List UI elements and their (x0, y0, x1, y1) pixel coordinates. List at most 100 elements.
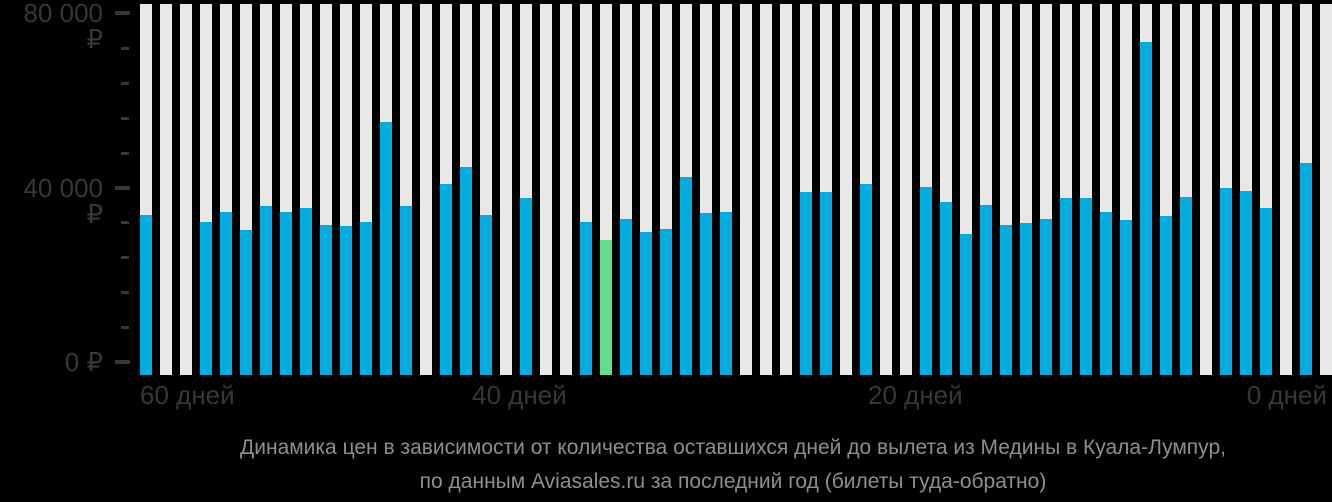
bar-day-14[interactable] (1040, 4, 1052, 375)
bar-day-18[interactable] (960, 4, 972, 375)
bar-background (900, 4, 912, 375)
bar-day-25[interactable] (820, 4, 832, 375)
bar-background (180, 4, 192, 375)
plot-area (134, 4, 1332, 375)
bar-value[interactable] (680, 177, 692, 375)
bar-day-44[interactable] (440, 4, 452, 375)
bar-value-min-price[interactable] (600, 240, 612, 375)
bar-value[interactable] (1160, 216, 1172, 375)
bar-day-36[interactable] (600, 4, 612, 375)
bar-value[interactable] (400, 206, 412, 375)
bar-value[interactable] (320, 225, 332, 375)
bar-value[interactable] (960, 234, 972, 375)
bar-value[interactable] (1180, 197, 1192, 375)
bar-day-3[interactable] (1260, 4, 1272, 375)
bar-day-11[interactable] (1100, 4, 1112, 375)
bar-day-1[interactable] (1300, 4, 1312, 375)
bar-value[interactable] (220, 212, 232, 375)
bar-background (560, 4, 572, 375)
bar-day-52[interactable] (280, 4, 292, 375)
bar-day-35[interactable] (620, 4, 632, 375)
bar-day-56[interactable] (200, 4, 212, 375)
bar-value[interactable] (1020, 223, 1032, 375)
bar-day-31[interactable] (700, 4, 712, 375)
bar-day-20[interactable] (920, 4, 932, 375)
bar-day-7[interactable] (1180, 4, 1192, 375)
bar-value[interactable] (1260, 208, 1272, 375)
bar-value[interactable] (340, 226, 352, 375)
bar-value[interactable] (1300, 163, 1312, 375)
bar-day-13[interactable] (1060, 4, 1072, 375)
bar-day-54[interactable] (240, 4, 252, 375)
bar-value[interactable] (1080, 198, 1092, 375)
bar-day-42[interactable] (480, 4, 492, 375)
bar-value[interactable] (1060, 198, 1072, 375)
bar-value[interactable] (980, 205, 992, 375)
bar-value[interactable] (1140, 42, 1152, 375)
bar-value[interactable] (240, 230, 252, 375)
bar-day-19[interactable] (940, 4, 952, 375)
bar-day-48[interactable] (360, 4, 372, 375)
bar-value[interactable] (200, 222, 212, 375)
bar-day-53[interactable] (260, 4, 272, 375)
bar-day-24 (840, 4, 852, 375)
bar-day-5[interactable] (1220, 4, 1232, 375)
bar-day-12[interactable] (1080, 4, 1092, 375)
bar-value[interactable] (1040, 219, 1052, 375)
bar-day-23[interactable] (860, 4, 872, 375)
bar-value[interactable] (920, 187, 932, 375)
bar-day-4[interactable] (1240, 4, 1252, 375)
bar-value[interactable] (380, 122, 392, 375)
bar-value[interactable] (280, 212, 292, 375)
bar-day-17[interactable] (980, 4, 992, 375)
bar-day-8[interactable] (1160, 4, 1172, 375)
bar-day-46[interactable] (400, 4, 412, 375)
bar-day-49[interactable] (340, 4, 352, 375)
bar-value[interactable] (1100, 212, 1112, 375)
bar-day-59[interactable] (140, 4, 152, 375)
bar-day-50[interactable] (320, 4, 332, 375)
bar-value[interactable] (480, 215, 492, 375)
bar-background (500, 4, 512, 375)
bar-value[interactable] (520, 198, 532, 375)
bar-value[interactable] (440, 184, 452, 375)
bar-value[interactable] (640, 232, 652, 375)
bar-day-37[interactable] (580, 4, 592, 375)
bar-day-10[interactable] (1120, 4, 1132, 375)
bar-background (420, 4, 432, 375)
bar-value[interactable] (620, 219, 632, 375)
bar-value[interactable] (1240, 191, 1252, 375)
bar-value[interactable] (260, 206, 272, 375)
bar-value[interactable] (1120, 220, 1132, 375)
bar-day-15[interactable] (1020, 4, 1032, 375)
bar-value[interactable] (820, 192, 832, 375)
bar-value[interactable] (300, 208, 312, 375)
bar-value[interactable] (800, 192, 812, 375)
bar-value[interactable] (580, 222, 592, 375)
bar-value[interactable] (860, 184, 872, 375)
bar-day-16[interactable] (1000, 4, 1012, 375)
bar-day-47[interactable] (380, 4, 392, 375)
bar-day-55[interactable] (220, 4, 232, 375)
bar-day-40[interactable] (520, 4, 532, 375)
bar-value[interactable] (940, 202, 952, 375)
bar-day-32[interactable] (680, 4, 692, 375)
bar-day-43[interactable] (460, 4, 472, 375)
y-axis-tick-label: 80 000 ₽ (23, 0, 103, 54)
bar-value[interactable] (720, 212, 732, 375)
bar-day-30[interactable] (720, 4, 732, 375)
bar-value[interactable] (660, 229, 672, 375)
bar-day-51[interactable] (300, 4, 312, 375)
bar-value[interactable] (460, 167, 472, 375)
bar-day-33[interactable] (660, 4, 672, 375)
bar-value[interactable] (1000, 225, 1012, 375)
y-axis-major-tick (115, 186, 130, 190)
bar-day-26[interactable] (800, 4, 812, 375)
bar-value[interactable] (700, 213, 712, 375)
bar-day-34[interactable] (640, 4, 652, 375)
bar-value[interactable] (140, 215, 152, 375)
bar-day-9[interactable] (1140, 4, 1152, 375)
bar-value[interactable] (1220, 188, 1232, 375)
y-axis-tick-label: 40 000 ₽ (23, 173, 103, 229)
bar-value[interactable] (360, 222, 372, 375)
